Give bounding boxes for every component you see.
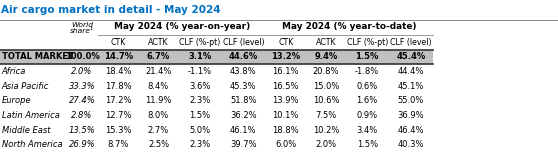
Text: ACTK: ACTK	[316, 38, 336, 47]
Text: 16.5%: 16.5%	[272, 82, 299, 91]
Text: 40.3%: 40.3%	[397, 140, 424, 149]
Text: 2.3%: 2.3%	[189, 96, 210, 105]
Text: CTK: CTK	[278, 38, 294, 47]
Text: 8.7%: 8.7%	[108, 140, 129, 149]
Text: 27.4%: 27.4%	[69, 96, 95, 105]
Text: 15.0%: 15.0%	[312, 82, 339, 91]
Text: 46.4%: 46.4%	[397, 126, 424, 135]
Text: CLF (%-pt): CLF (%-pt)	[347, 38, 388, 47]
Text: CLF (%-pt): CLF (%-pt)	[179, 38, 220, 47]
Text: 0.9%: 0.9%	[357, 111, 378, 120]
Text: 2.3%: 2.3%	[189, 140, 210, 149]
Text: North America: North America	[2, 140, 62, 149]
Text: 7.5%: 7.5%	[315, 111, 336, 120]
Text: 21.4%: 21.4%	[145, 67, 172, 76]
Text: 2.5%: 2.5%	[148, 140, 169, 149]
Text: TOTAL MARKET: TOTAL MARKET	[2, 52, 74, 61]
Text: 55.0%: 55.0%	[397, 96, 424, 105]
Text: 43.8%: 43.8%	[230, 67, 257, 76]
Text: -1.8%: -1.8%	[355, 67, 379, 76]
Text: Africa: Africa	[2, 67, 26, 76]
Text: 3.4%: 3.4%	[357, 126, 378, 135]
Text: 45.4%: 45.4%	[396, 52, 425, 61]
Text: 2.0%: 2.0%	[315, 140, 336, 149]
Bar	[0, 50, 433, 64]
Text: May 2024 (% year-to-date): May 2024 (% year-to-date)	[282, 22, 417, 31]
Text: 26.9%: 26.9%	[69, 140, 95, 149]
Text: 14.7%: 14.7%	[104, 52, 133, 61]
Text: 17.2%: 17.2%	[105, 96, 132, 105]
Text: -1.1%: -1.1%	[187, 67, 212, 76]
Text: 46.1%: 46.1%	[230, 126, 257, 135]
Text: 10.2%: 10.2%	[312, 126, 339, 135]
Text: 1.5%: 1.5%	[189, 111, 210, 120]
Text: 8.0%: 8.0%	[148, 111, 169, 120]
Text: 36.2%: 36.2%	[230, 111, 257, 120]
Text: 100.0%: 100.0%	[65, 52, 99, 61]
Text: 15.3%: 15.3%	[105, 126, 132, 135]
Text: 5.0%: 5.0%	[189, 126, 210, 135]
Text: 44.6%: 44.6%	[229, 52, 258, 61]
Text: 45.3%: 45.3%	[230, 82, 257, 91]
Text: 44.4%: 44.4%	[397, 67, 424, 76]
Text: 36.9%: 36.9%	[397, 111, 424, 120]
Text: 13.5%: 13.5%	[69, 126, 95, 135]
Text: share¹: share¹	[70, 28, 94, 34]
Text: ACTK: ACTK	[148, 38, 169, 47]
Text: 6.0%: 6.0%	[275, 140, 296, 149]
Text: 13.2%: 13.2%	[271, 52, 300, 61]
Text: CLF (level): CLF (level)	[223, 38, 264, 47]
Text: 13.9%: 13.9%	[272, 96, 299, 105]
Text: 1.5%: 1.5%	[355, 52, 379, 61]
Text: 9.4%: 9.4%	[314, 52, 338, 61]
Text: 16.1%: 16.1%	[272, 67, 299, 76]
Text: 1.5%: 1.5%	[357, 140, 378, 149]
Text: May 2024 (% year-on-year): May 2024 (% year-on-year)	[114, 22, 250, 31]
Text: Air cargo market in detail - May 2024: Air cargo market in detail - May 2024	[1, 5, 221, 15]
Text: 33.3%: 33.3%	[69, 82, 95, 91]
Text: 39.7%: 39.7%	[230, 140, 257, 149]
Text: 51.8%: 51.8%	[230, 96, 257, 105]
Text: 11.9%: 11.9%	[145, 96, 172, 105]
Text: 20.8%: 20.8%	[312, 67, 339, 76]
Text: 6.7%: 6.7%	[147, 52, 170, 61]
Text: 3.6%: 3.6%	[189, 82, 210, 91]
Text: 2.0%: 2.0%	[71, 67, 93, 76]
Text: 10.1%: 10.1%	[272, 111, 299, 120]
Text: Europe: Europe	[2, 96, 31, 105]
Text: 10.6%: 10.6%	[312, 96, 339, 105]
Text: 18.4%: 18.4%	[105, 67, 132, 76]
Text: 8.4%: 8.4%	[148, 82, 169, 91]
Text: 2.8%: 2.8%	[71, 111, 93, 120]
Text: 18.8%: 18.8%	[272, 126, 299, 135]
Text: World: World	[71, 22, 93, 28]
Text: Middle East: Middle East	[2, 126, 50, 135]
Text: 45.1%: 45.1%	[397, 82, 424, 91]
Text: Latin America: Latin America	[2, 111, 60, 120]
Text: 17.8%: 17.8%	[105, 82, 132, 91]
Text: 1.6%: 1.6%	[357, 96, 378, 105]
Text: CLF (level): CLF (level)	[390, 38, 431, 47]
Text: CTK: CTK	[110, 38, 126, 47]
Text: 3.1%: 3.1%	[188, 52, 211, 61]
Text: 12.7%: 12.7%	[105, 111, 132, 120]
Text: 0.6%: 0.6%	[357, 82, 378, 91]
Text: 2.7%: 2.7%	[148, 126, 169, 135]
Text: Asia Pacific: Asia Pacific	[2, 82, 49, 91]
